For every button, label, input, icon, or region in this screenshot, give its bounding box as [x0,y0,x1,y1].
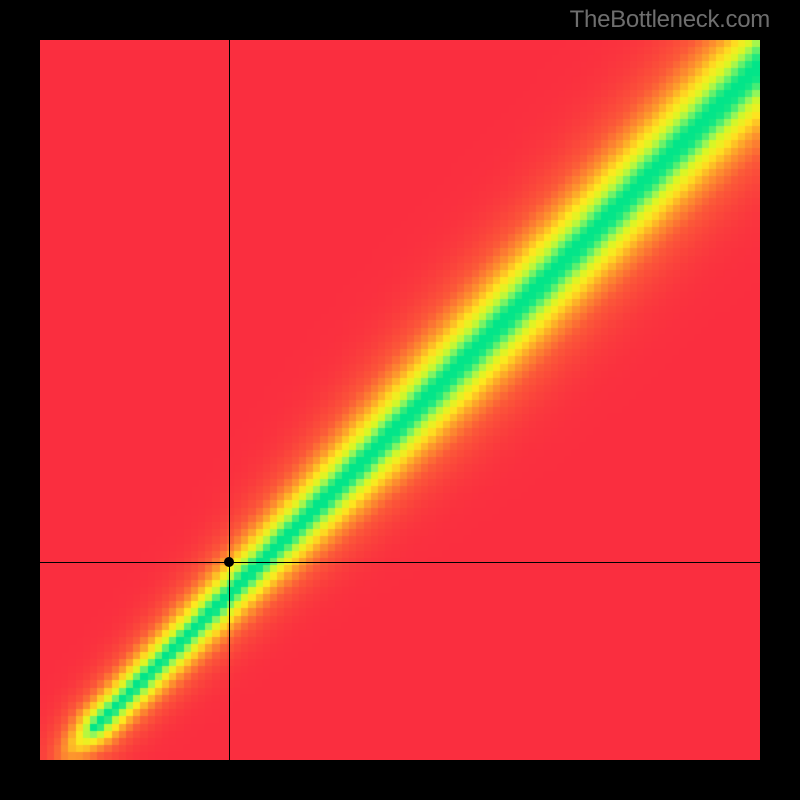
heatmap-canvas [40,40,760,760]
chart-container: TheBottleneck.com [0,0,800,800]
heatmap-plot [40,40,760,760]
crosshair-horizontal [40,562,760,563]
crosshair-vertical [229,40,230,760]
watermark-text: TheBottleneck.com [570,6,770,34]
